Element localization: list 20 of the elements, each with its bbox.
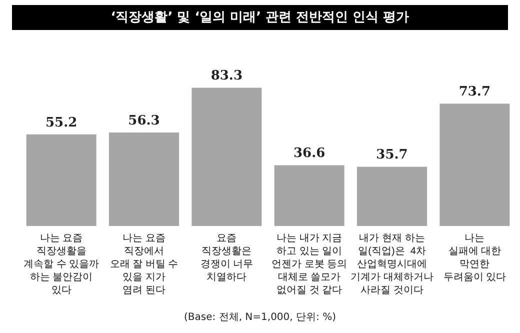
bar — [440, 104, 510, 226]
x-tick-label: 나는 요즘 직장에서 오래 잘 버틸 수 있을 지가 염려 된다 — [110, 233, 178, 296]
chart-title: ‘직장생활’ 및 ‘일의 미래’ 관련 전반적인 인식 평가 — [12, 5, 508, 30]
x-tick-label: 나는 실패에 대한 막연한 두려움이 있다 — [443, 233, 506, 283]
data-label: 36.6 — [293, 146, 326, 162]
data-label: 73.7 — [458, 84, 491, 100]
x-tick-label: 나는 내가 지금 하고 있는 일이 언젠가 로봇 등의 대체로 쓸모가 없어질 것 같다 — [272, 233, 348, 296]
data-label: 35.7 — [376, 148, 408, 163]
bar — [357, 166, 427, 226]
x-tick-label: 요즘 직장생활은 경쟁이 너무 치열하다 — [200, 233, 254, 283]
bar — [26, 134, 96, 226]
data-label: 56.3 — [128, 114, 160, 129]
x-tick-label: 나는 요즘 직장생활을 계속할 수 있을까 하는 불안감이 있다 — [24, 233, 100, 296]
x-tick-label: 내가 현재 하는 일(직업)은 4차 산업혁명시대에 기계가 대체하거나 사라질 것이다 — [350, 233, 434, 296]
data-label: 83.3 — [210, 68, 243, 84]
data-label: 55.2 — [45, 115, 78, 130]
bar — [109, 132, 179, 226]
text: (Base: 전체, N=1,000, 단위: %) — [183, 311, 337, 324]
bar — [192, 88, 262, 226]
bar — [274, 165, 344, 226]
